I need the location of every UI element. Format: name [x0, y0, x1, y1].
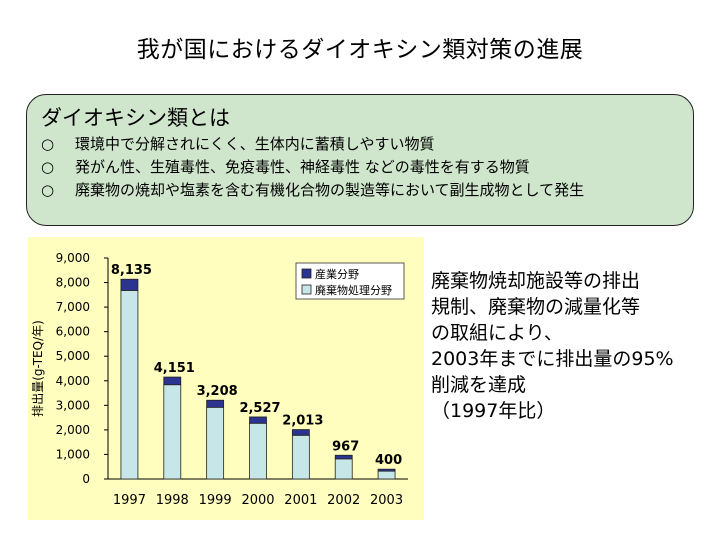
circle-bullet-icon: ○: [41, 158, 55, 176]
bar-segment: [163, 384, 182, 480]
y-tick-label: 7,000: [56, 300, 90, 314]
definition-list: ○ 環境中で分解されにくく、生体内に蓄積しやすい物質 ○ 発がん性、生殖毒性、免疫毒…: [41, 133, 681, 202]
legend-entry: 廃棄物処理分野: [315, 283, 392, 297]
summary-line: （1997年比）: [431, 400, 556, 422]
definition-heading: ダイオキシン類とは: [41, 106, 230, 130]
summary-line: 削減を達成: [431, 374, 527, 396]
x-tick-label: 2001: [284, 493, 317, 508]
summary-line: 廃棄物焼却施設等の排出: [431, 270, 641, 292]
bar-total-label: 3,208: [197, 384, 238, 399]
bar-segment: [249, 422, 267, 480]
y-tick-label: 1,000: [56, 447, 90, 461]
x-tick-label: 2000: [241, 493, 274, 508]
dioxin-definition-box: ダイオキシン類とは ○ 環境中で分解されにくく、生体内に蓄積しやすい物質 ○ 発がん…: [26, 94, 694, 226]
definition-item-toxicity: ○ 発がん性、生殖毒性、免疫毒性、神経毒性 などの毒性を有する物質: [41, 156, 681, 179]
legend-swatch: [301, 268, 312, 279]
definition-text: 発がん性、生殖毒性、免疫毒性、神経毒性 などの毒性を有する物質: [75, 158, 530, 176]
circle-bullet-icon: ○: [41, 135, 55, 153]
bar-segment: [206, 399, 225, 408]
legend-box: [295, 262, 405, 300]
definition-text: 廃棄物の焼却や塩素を含む有機化合物の製造等において副生成物として発生: [75, 181, 585, 199]
y-tick-label: 2,000: [56, 423, 90, 437]
bar-segment: [291, 434, 310, 480]
y-tick-label: 3,000: [56, 398, 90, 412]
x-tick-label: 2003: [370, 493, 403, 508]
definition-item-persistence: ○ 環境中で分解されにくく、生体内に蓄積しやすい物質: [41, 133, 681, 156]
bar-segment: [163, 376, 182, 386]
bar-segment: [120, 290, 139, 480]
bar-total-label: 8,135: [111, 263, 152, 278]
x-tick-label: 1997: [113, 493, 146, 508]
page-title: 我が国におけるダイオキシン類対策の進展: [136, 37, 584, 63]
y-tick-label: 0: [82, 472, 90, 486]
x-tick-label: 1998: [156, 493, 189, 508]
y-tick-label: 5,000: [56, 349, 90, 363]
bar-segment: [291, 429, 310, 436]
bar-segment: [377, 470, 396, 480]
legend-entry: 産業分野: [315, 268, 359, 281]
x-tick-label: 1999: [199, 493, 232, 508]
bar-segment: [206, 406, 225, 480]
definition-item-sources: ○ 廃棄物の焼却や塩素を含む有機化合物の製造等において副生成物として発生: [41, 179, 681, 202]
bar-segment: [334, 458, 353, 480]
y-axis-title: 排出量(g-TEQ/年): [31, 320, 45, 417]
summary-line: 規制、廃棄物の減量化等: [431, 296, 641, 318]
bar-segment: [249, 416, 267, 424]
y-tick-label: 8,000: [56, 276, 90, 290]
y-tick-label: 6,000: [56, 325, 90, 339]
bar-total-label: 400: [375, 453, 402, 468]
emissions-bar-chart: 0 1,000 2,000 3,000 4,000 5,000 6,000 7,000 8,00…: [31, 251, 408, 508]
y-tick-label: 9,000: [56, 251, 90, 265]
x-tick-label: 2002: [327, 493, 360, 508]
circle-bullet-icon: ○: [41, 181, 55, 199]
result-summary: 廃棄物焼却施設等の排出 規制、廃棄物の減量化等 の取組により、 2003年までに…: [431, 268, 716, 424]
bar-total-label: 2,527: [239, 401, 280, 416]
bar-segment: [334, 454, 353, 460]
emissions-chart-panel: 0 1,000 2,000 3,000 4,000 5,000 6,000 7,000 8,00…: [28, 237, 424, 520]
bar-total-label: 2,013: [282, 414, 323, 429]
bar-total-label: 4,151: [154, 361, 195, 376]
bar-segment: [120, 278, 139, 291]
definition-text: 環境中で分解されにくく、生体内に蓄積しやすい物質: [75, 135, 435, 153]
summary-line: 2003年までに排出量の95%: [431, 348, 674, 370]
legend-swatch: [301, 284, 312, 295]
summary-line: の取組により、: [431, 322, 563, 344]
bar-segment: [377, 468, 396, 472]
y-tick-label: 4,000: [56, 374, 90, 388]
bar-total-label: 967: [332, 439, 359, 454]
